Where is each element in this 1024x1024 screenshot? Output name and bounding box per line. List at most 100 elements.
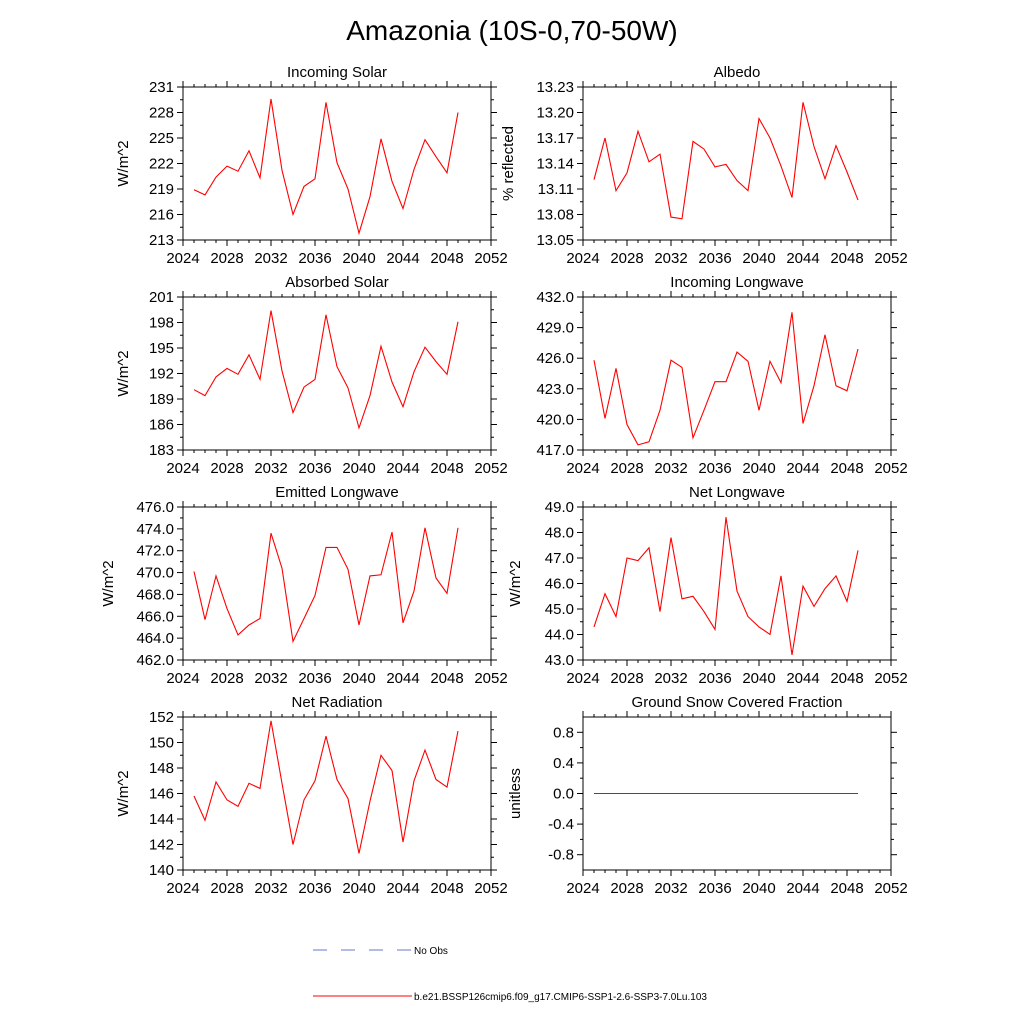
x-tick-label: 2052 bbox=[474, 880, 507, 897]
series-line bbox=[193, 310, 459, 430]
x-tick-label: 2044 bbox=[786, 250, 819, 267]
series-line bbox=[193, 720, 459, 854]
x-tick-label: 2024 bbox=[166, 880, 199, 897]
y-tick-label: 429.0 bbox=[536, 320, 574, 337]
y-tick-label: 43.0 bbox=[545, 652, 574, 669]
y-tick-label: 219 bbox=[149, 181, 174, 198]
legend-model-label: b.e21.BSSP126cmip6.f09_g17.CMIP6-SSP1-2.… bbox=[414, 992, 707, 1003]
y-tick-label: 44.0 bbox=[545, 627, 574, 644]
y-axis-label: W/m^2 bbox=[100, 560, 117, 606]
y-tick-label: 225 bbox=[149, 130, 174, 147]
y-tick-label: 222 bbox=[149, 156, 174, 173]
y-tick-label: 152 bbox=[149, 709, 174, 726]
y-tick-label: 474.0 bbox=[136, 521, 174, 538]
x-tick-label: 2044 bbox=[386, 250, 419, 267]
y-tick-label: 148 bbox=[149, 760, 174, 777]
y-tick-label: 183 bbox=[149, 442, 174, 459]
x-tick-label: 2048 bbox=[830, 670, 863, 687]
panel-ground-snow: Ground Snow Covered Fraction unitless -0.8… bbox=[507, 694, 908, 897]
x-tick-label: 2032 bbox=[254, 670, 287, 687]
x-tick-label: 2024 bbox=[166, 250, 199, 267]
x-tick-label: 2032 bbox=[654, 670, 687, 687]
y-tick-label: 13.08 bbox=[536, 207, 574, 224]
y-tick-label: 140 bbox=[149, 862, 174, 879]
x-tick-label: 2052 bbox=[474, 670, 507, 687]
x-tick-label: 2052 bbox=[874, 670, 907, 687]
panel-absorbed-solar: Absorbed Solar W/m^2 183 186 189 192 195 198 201… bbox=[115, 274, 508, 477]
x-tick-label: 2036 bbox=[298, 670, 331, 687]
x-tick-label: 2040 bbox=[742, 880, 775, 897]
panel-title: Incoming Longwave bbox=[670, 274, 803, 291]
x-tick-label: 2024 bbox=[166, 670, 199, 687]
x-tick-label: 2048 bbox=[830, 880, 863, 897]
y-tick-label: 228 bbox=[149, 105, 174, 122]
y-axis-label: % reflected bbox=[500, 126, 517, 201]
x-tick-label: 2040 bbox=[742, 670, 775, 687]
y-tick-label: 472.0 bbox=[136, 543, 174, 560]
panel-albedo: Albedo % reflected 13.05 13.08 13.11 13.14 13.… bbox=[500, 64, 908, 267]
x-tick-label: 2044 bbox=[786, 670, 819, 687]
y-tick-label: 0.8 bbox=[553, 724, 574, 741]
y-tick-label: 462.0 bbox=[136, 652, 174, 669]
x-tick-label: 2024 bbox=[166, 460, 199, 477]
y-tick-label: 476.0 bbox=[136, 499, 174, 516]
x-tick-label: 2036 bbox=[698, 460, 731, 477]
y-tick-label: 13.23 bbox=[536, 79, 574, 96]
x-tick-label: 2032 bbox=[654, 880, 687, 897]
y-tick-label: 13.17 bbox=[536, 130, 574, 147]
x-tick-label: 2032 bbox=[654, 460, 687, 477]
x-tick-label: 2028 bbox=[210, 460, 243, 477]
x-tick-label: 2048 bbox=[430, 460, 463, 477]
x-tick-label: 2052 bbox=[874, 880, 907, 897]
y-tick-label: 216 bbox=[149, 207, 174, 224]
y-tick-label: -0.4 bbox=[548, 816, 574, 833]
y-tick-label: 46.0 bbox=[545, 576, 574, 593]
panel-title: Albedo bbox=[714, 64, 761, 81]
plot-frame bbox=[582, 296, 892, 451]
legend-obs-label: No Obs bbox=[414, 946, 448, 957]
x-tick-label: 2032 bbox=[254, 250, 287, 267]
y-tick-label: 0.4 bbox=[553, 755, 574, 772]
x-tick-label: 2028 bbox=[610, 250, 643, 267]
x-tick-label: 2044 bbox=[786, 460, 819, 477]
y-tick-label: 49.0 bbox=[545, 499, 574, 516]
y-axis-label: W/m^2 bbox=[507, 560, 524, 606]
series-line bbox=[593, 517, 859, 655]
y-tick-label: -0.8 bbox=[548, 847, 574, 864]
x-tick-label: 2044 bbox=[786, 880, 819, 897]
y-tick-label: 195 bbox=[149, 340, 174, 357]
x-tick-label: 2052 bbox=[874, 250, 907, 267]
y-tick-label: 468.0 bbox=[136, 586, 174, 603]
x-tick-label: 2040 bbox=[742, 250, 775, 267]
x-tick-label: 2040 bbox=[742, 460, 775, 477]
panel-net-longwave: Net Longwave W/m^2 43.0 44.0 45.0 46.0 47.0 48.… bbox=[507, 484, 908, 687]
y-tick-label: 144 bbox=[149, 811, 174, 828]
x-tick-label: 2028 bbox=[610, 670, 643, 687]
x-tick-label: 2024 bbox=[566, 250, 599, 267]
y-tick-label: 470.0 bbox=[136, 565, 174, 582]
panel-incoming-longwave: Incoming Longwave 417.0 420.0 423.0 426.0 429… bbox=[536, 274, 907, 477]
x-tick-label: 2048 bbox=[830, 460, 863, 477]
x-tick-label: 2036 bbox=[298, 460, 331, 477]
y-tick-label: 426.0 bbox=[536, 350, 574, 367]
x-tick-label: 2036 bbox=[698, 250, 731, 267]
y-tick-label: 142 bbox=[149, 837, 174, 854]
y-tick-label: 201 bbox=[149, 289, 174, 306]
y-tick-label: 13.14 bbox=[536, 156, 574, 173]
x-tick-label: 2032 bbox=[254, 880, 287, 897]
x-tick-label: 2028 bbox=[610, 460, 643, 477]
x-tick-label: 2040 bbox=[342, 460, 375, 477]
series-line bbox=[193, 98, 459, 236]
figure-title: Amazonia (10S-0,70-50W) bbox=[346, 15, 677, 46]
x-tick-label: 2048 bbox=[830, 250, 863, 267]
x-tick-label: 2048 bbox=[430, 250, 463, 267]
panel-title: Absorbed Solar bbox=[285, 274, 388, 291]
x-tick-label: 2052 bbox=[474, 250, 507, 267]
y-tick-label: 189 bbox=[149, 391, 174, 408]
x-tick-label: 2036 bbox=[698, 670, 731, 687]
plot-frame bbox=[182, 296, 492, 451]
panel-grid: Incoming Solar W/m^2 213 216 219 222 225 228 231… bbox=[100, 64, 908, 897]
y-tick-label: 420.0 bbox=[536, 411, 574, 428]
panel-title: Emitted Longwave bbox=[275, 484, 398, 501]
